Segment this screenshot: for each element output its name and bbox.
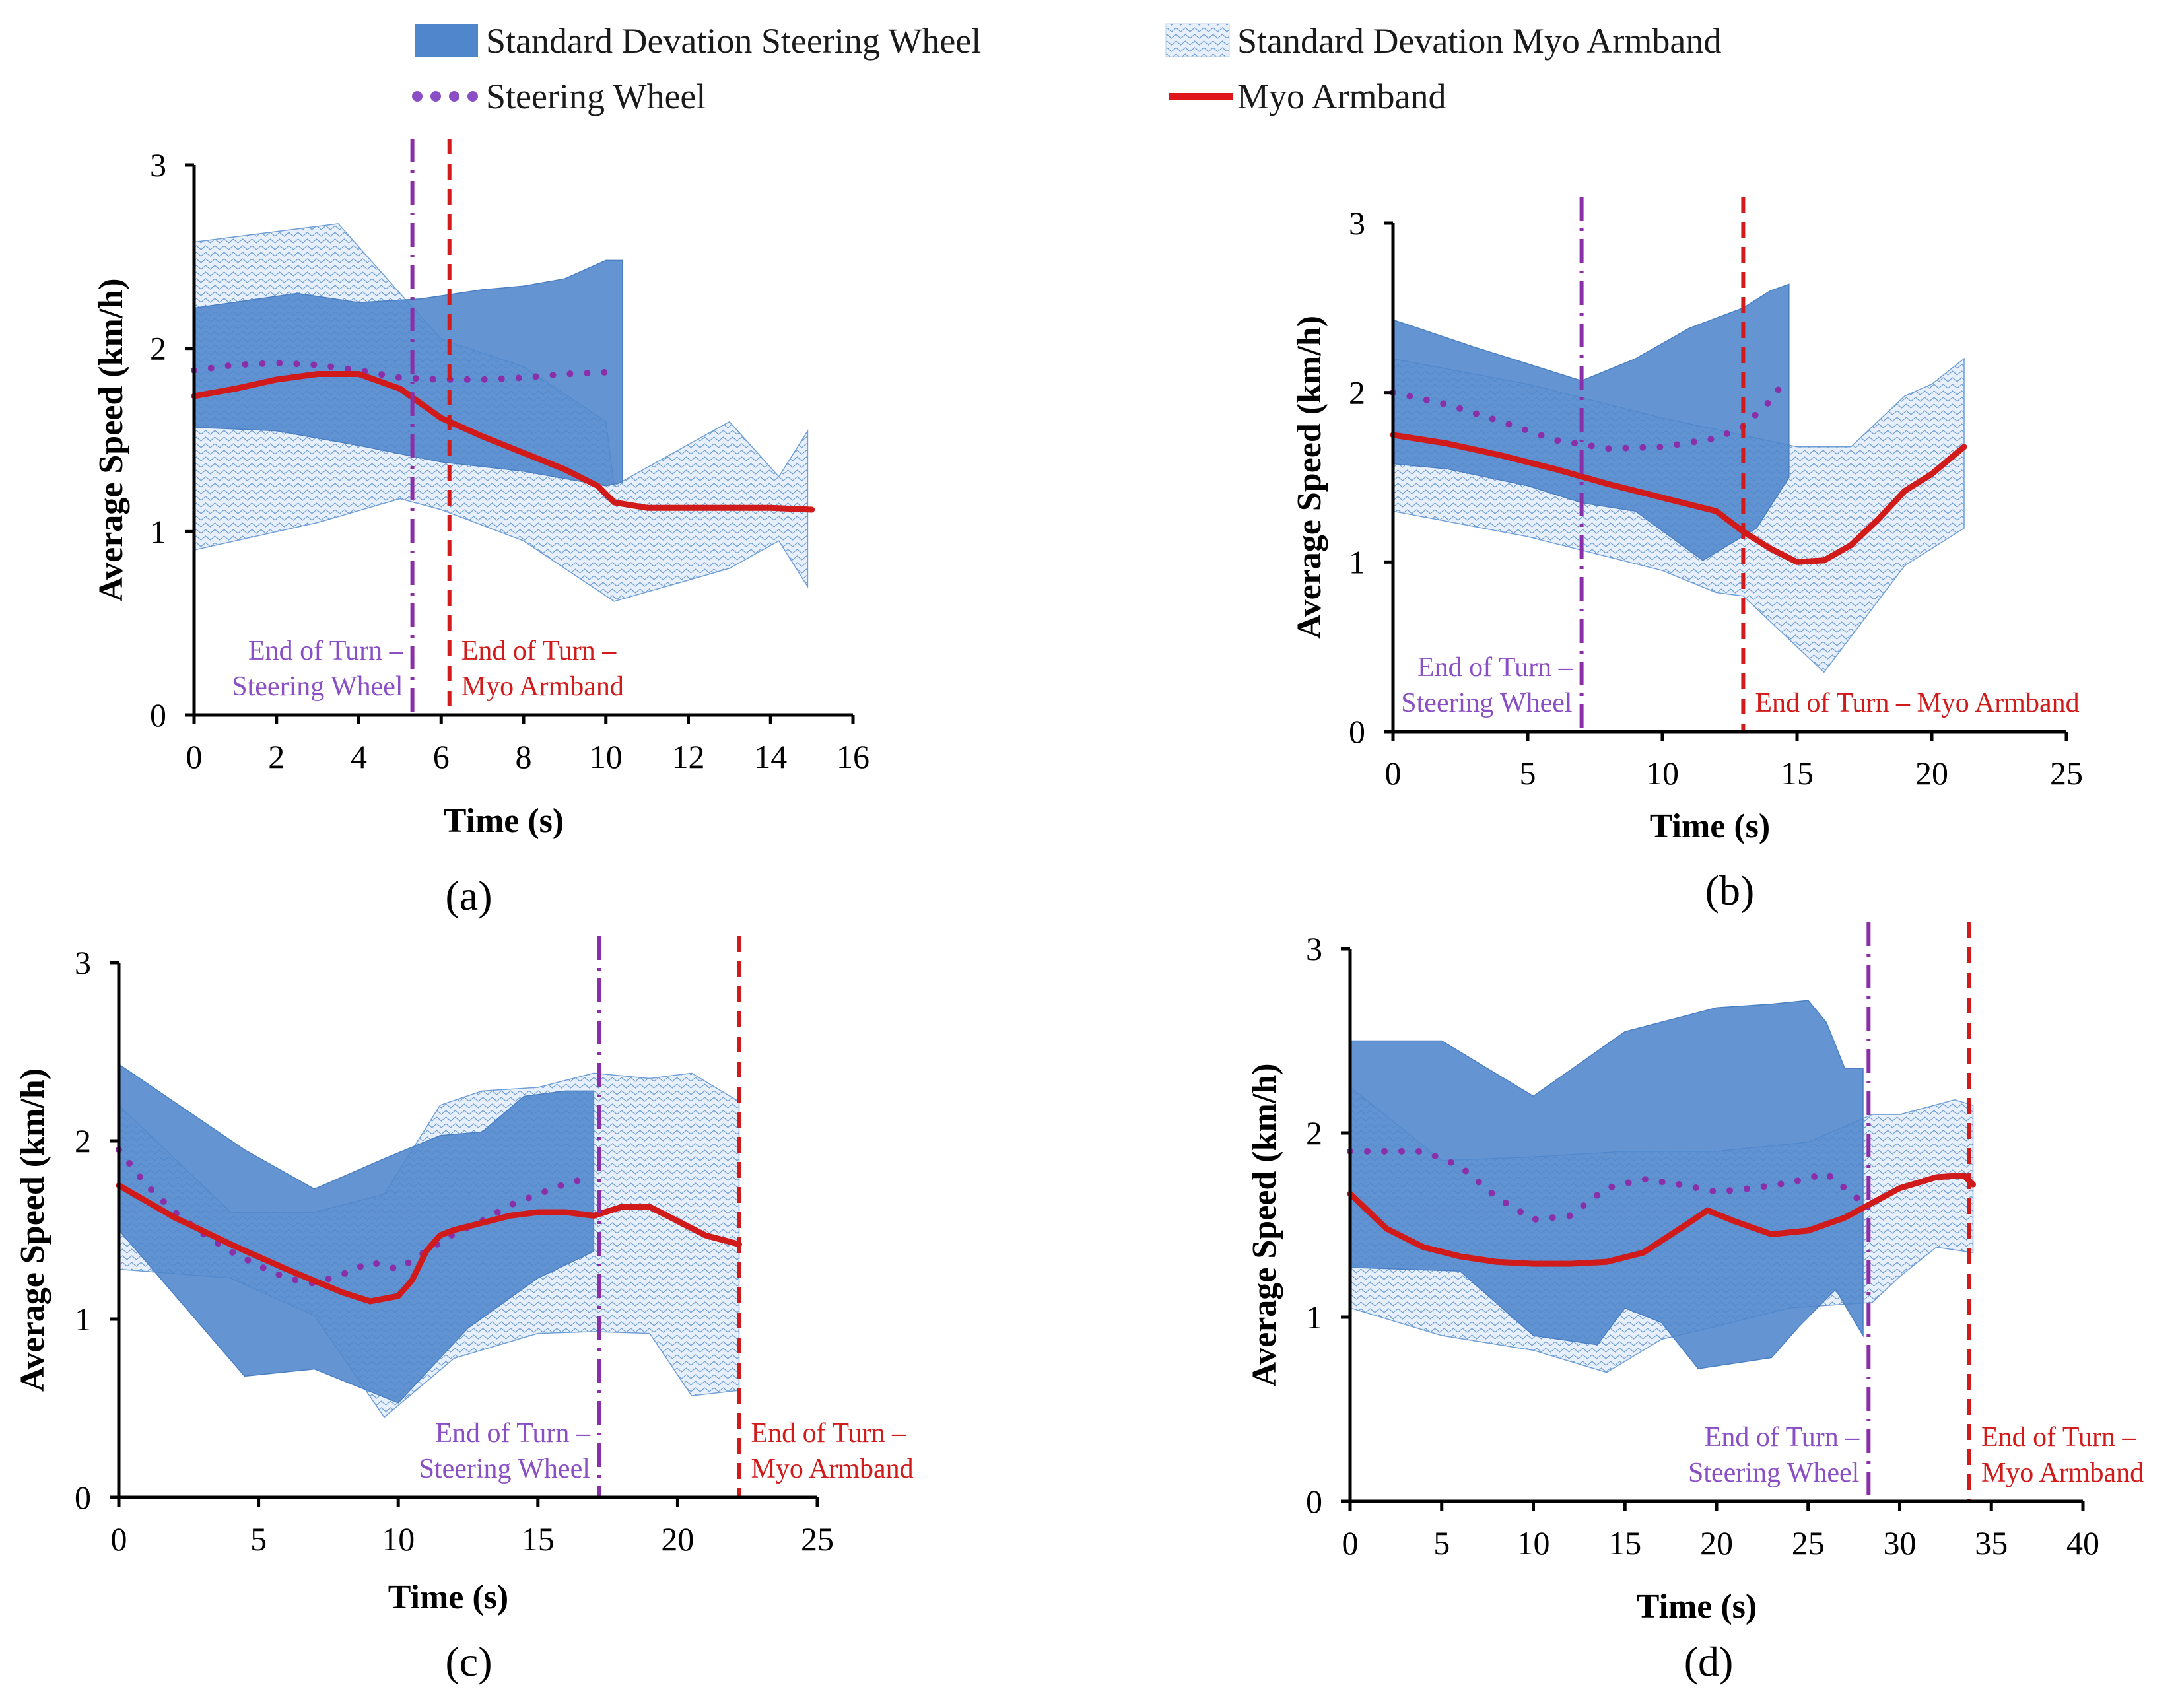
x-tick-label: 10 [382,1520,415,1557]
x-tick-label: 5 [1433,1524,1450,1561]
y-tick-label: 2 [150,330,166,367]
end-of-turn-label-myo: End of Turn – [751,1418,907,1449]
panel-label: (b) [1705,867,1755,914]
end-of-turn-label-myo: End of Turn – [461,636,617,666]
x-tick-label: 6 [433,738,450,775]
sd-band-steering [193,259,623,487]
x-tick-label: 10 [1517,1524,1550,1561]
end-of-turn-label-steering: End of Turn – [1705,1422,1860,1452]
x-tick-label: 25 [801,1520,834,1557]
y-tick-label: 1 [1349,543,1365,580]
panel-label: (c) [445,1638,492,1685]
y-tick-label: 2 [75,1122,91,1159]
x-axis-title: Time (s) [1650,807,1770,845]
sd-band-steering [1349,1000,1864,1369]
x-axis-title: Time (s) [444,802,564,840]
y-tick-label: 0 [75,1479,91,1516]
x-tick-label: 25 [1792,1524,1825,1561]
series-line-myo [116,1182,742,1305]
y-tick-label: 0 [1349,713,1365,750]
y-axis-title: Average Speed (km/h) [1291,316,1328,639]
series-line-steering [191,359,609,383]
end-of-turn-label-myo: End of Turn – [1981,1422,2137,1452]
sd-band-steering [118,1063,595,1404]
legend-label-steering: Steering Wheel [486,77,706,116]
y-tick-label: 3 [1349,205,1365,242]
x-tick-label: 40 [2066,1524,2099,1561]
x-tick-label: 20 [1915,755,1948,792]
sd-band-steering [1392,283,1790,561]
x-tick-label: 5 [250,1520,267,1557]
end-of-turn-label-myo: Myo Armband [461,671,624,702]
series-line-myo [1390,432,1967,565]
end-of-turn-label-myo: Myo Armband [1981,1458,2144,1488]
x-axis-title: Time (s) [388,1579,508,1616]
series-line-steering [1347,1147,1866,1223]
end-of-turn-label-steering: Steering Wheel [232,671,403,702]
y-axis-title: Average Speed (km/h) [92,278,130,601]
x-tick-label: 2 [268,738,285,775]
x-tick-label: 0 [1385,755,1402,792]
chart-panel-3: End of Turn – Steering Wheel End of Turn –… [1246,922,2144,1685]
x-tick-label: 15 [522,1520,555,1557]
x-tick-label: 8 [516,738,532,775]
end-of-turn-label-myo: End of Turn – Myo Armband [1755,688,2079,718]
y-axis-title: Average Speed (km/h) [1246,1063,1283,1386]
x-tick-label: 30 [1884,1524,1917,1561]
x-tick-label: 20 [661,1520,694,1557]
x-tick-label: 12 [672,738,705,775]
x-tick-label: 14 [754,738,787,775]
series-line-myo [1347,1172,1976,1267]
y-tick-label: 3 [1306,930,1322,967]
legend-marker-steering [412,91,478,102]
y-tick-label: 3 [75,944,91,981]
x-tick-label: 25 [2050,755,2083,792]
series-line-steering [1390,379,1787,452]
panel-label: (a) [445,872,492,919]
x-tick-label: 0 [111,1520,127,1557]
legend-swatch-sd-myo [1165,23,1230,57]
end-of-turn-label-steering: Steering Wheel [1401,688,1572,718]
y-axis-title: Average Speed (km/h) [14,1068,51,1392]
x-tick-label: 15 [1781,755,1814,792]
end-of-turn-label-steering: Steering Wheel [1688,1458,1859,1488]
y-tick-label: 0 [1306,1483,1322,1520]
x-axis-title: Time (s) [1637,1588,1757,1625]
y-tick-label: 1 [75,1301,91,1338]
legend-label-sd-myo: Standard Devation Myo Armband [1237,21,1721,61]
y-tick-label: 0 [150,697,166,734]
series-line-steering [116,1146,597,1287]
y-tick-label: 3 [150,147,166,184]
x-tick-label: 10 [1646,755,1679,792]
x-tick-label: 20 [1700,1524,1733,1561]
end-of-turn-label-steering: Steering Wheel [419,1454,590,1484]
chart-panel-0: End of Turn – Steering Wheel End of Turn –… [92,139,869,919]
x-tick-label: 5 [1520,755,1536,792]
legend-swatch-sd-steering [415,24,478,57]
x-tick-label: 35 [1975,1524,2008,1561]
x-tick-label: 0 [1342,1524,1359,1561]
y-tick-label: 1 [1306,1299,1322,1336]
x-tick-label: 16 [836,738,869,775]
end-of-turn-label-myo: Myo Armband [751,1454,914,1484]
legend-label-myo: Myo Armband [1237,77,1446,116]
x-tick-label: 4 [351,738,367,775]
legend-label-sd-steering: Standard Devation Steering Wheel [486,21,981,61]
y-tick-label: 2 [1306,1114,1322,1151]
y-tick-label: 2 [1349,374,1365,411]
chart-panel-1: End of Turn – Steering Wheel End of Turn –… [1291,197,2083,914]
x-tick-label: 15 [1608,1524,1641,1561]
end-of-turn-label-steering: End of Turn – [1417,652,1573,683]
x-tick-label: 0 [186,738,203,775]
chart-panel-2: End of Turn – Steering Wheel End of Turn –… [14,936,914,1685]
end-of-turn-label-steering: End of Turn – [435,1418,591,1449]
legend: Standard Devation Steering Wheel Standar… [412,21,1721,116]
y-tick-label: 1 [150,513,166,550]
end-of-turn-label-steering: End of Turn – [248,636,404,666]
x-tick-label: 10 [590,738,623,775]
panel-label: (d) [1684,1638,1734,1685]
series-line-myo [191,371,815,513]
